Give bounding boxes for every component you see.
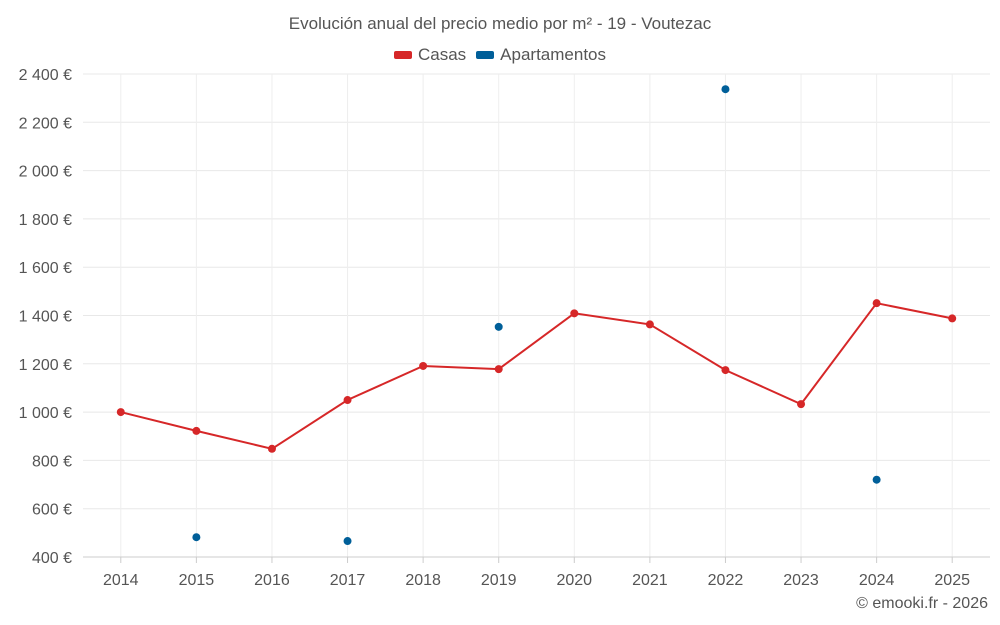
x-tick-label: 2024 [859,572,895,589]
legend-swatch-apartamentos [476,51,495,59]
data-point-casas [721,366,730,375]
data-point-casas [116,408,125,417]
data-point-casas [267,444,276,453]
legend-swatch-casas [393,51,412,59]
credit-text: © emooki.fr - 2026 [856,595,988,612]
y-tick-label: 400 € [32,550,72,567]
chart-title: Evolución anual del precio medio por m² … [288,14,712,33]
data-point-casas [192,426,201,435]
x-tick-label: 2025 [934,572,970,589]
x-tick-label: 2021 [632,572,668,589]
legend-label-casas: Casas [417,45,467,64]
series-line-casas [120,302,953,450]
data-point-casas [343,396,352,405]
data-point-apartamentos [721,85,730,94]
x-tick-label: 2014 [103,572,139,589]
x-tick-label: 2020 [556,572,592,589]
x-tick-label: 2015 [179,572,215,589]
data-point-casas [645,320,654,329]
y-tick-label: 2 400 € [19,67,72,84]
x-tick-label: 2022 [708,572,744,589]
legend: Casas Apartamentos [0,45,1000,65]
x-tick-label: 2019 [481,572,517,589]
data-point-apartamentos [343,537,352,546]
x-tick-label: 2017 [330,572,366,589]
data-point-casas [948,314,957,323]
y-tick-label: 600 € [32,502,72,519]
data-point-casas [570,309,579,318]
x-tick-label: 2023 [783,572,819,589]
y-tick-label: 800 € [32,453,72,470]
legend-item-casas[interactable]: Casas [393,45,467,65]
y-tick-label: 1 800 € [19,212,72,229]
y-tick-label: 1 600 € [19,260,72,277]
y-tick-label: 2 000 € [19,164,72,181]
data-point-apartamentos [192,533,201,542]
x-tick-label: 2016 [254,572,290,589]
data-point-apartamentos [494,322,503,331]
y-tick-label: 1 200 € [19,357,72,374]
data-point-casas [419,361,428,370]
data-point-casas [494,365,503,374]
y-tick-label: 1 000 € [19,405,72,422]
data-point-apartamentos [872,475,881,484]
y-tick-label: 2 200 € [19,115,72,132]
legend-label-apartamentos: Apartamentos [500,45,607,64]
data-point-casas [872,299,881,308]
legend-item-apartamentos[interactable]: Apartamentos [476,45,606,65]
y-tick-label: 1 400 € [19,309,72,326]
x-tick-label: 2018 [405,572,441,589]
data-point-casas [797,400,806,409]
